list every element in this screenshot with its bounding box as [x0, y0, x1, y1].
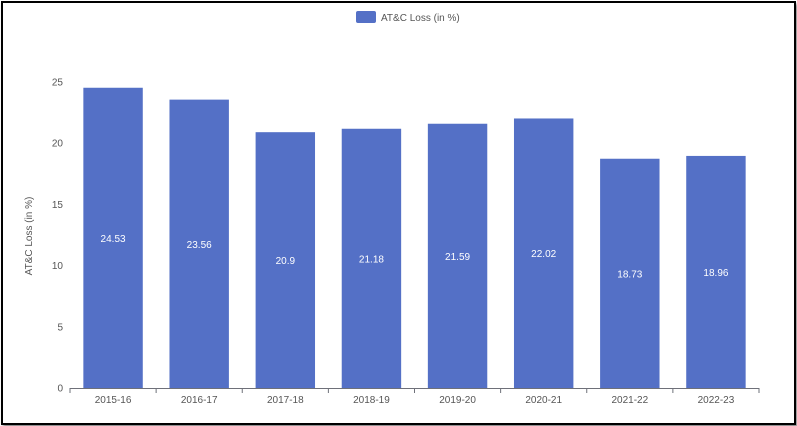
x-tick-label: 2019-20 [439, 395, 476, 406]
y-tick-label: 25 [52, 78, 64, 89]
x-tick-label: 2017-18 [267, 395, 304, 406]
legend-label: AT&C Loss (in %) [381, 13, 460, 24]
bar[interactable] [600, 158, 660, 388]
bar[interactable] [255, 132, 316, 388]
bar-value-label: 21.59 [445, 252, 470, 263]
bar[interactable] [83, 87, 143, 388]
legend-swatch [356, 11, 376, 23]
bar[interactable] [169, 99, 229, 388]
bar[interactable] [427, 123, 488, 388]
x-tick-label: 2016-17 [181, 395, 218, 406]
bar-value-label: 22.02 [531, 249, 556, 260]
bar-series: 24.53 23.56 20.9 21.18 21.59 22.02 18.73 18.96 [83, 87, 746, 389]
bar-value-label: 23.56 [187, 240, 212, 251]
x-tick-label: 2022-23 [698, 395, 735, 406]
y-tick-label: 0 [57, 384, 63, 395]
x-tick-label: 2021-22 [611, 395, 648, 406]
bar[interactable] [686, 155, 746, 388]
y-tick-label: 15 [52, 200, 64, 211]
x-axis: 2015-16 2016-17 2017-18 2018-19 2019-20 2020-… [69, 388, 760, 406]
legend[interactable]: AT&C Loss (in %) [356, 11, 460, 24]
bar-value-label: 20.9 [276, 256, 296, 267]
bar[interactable] [513, 118, 574, 389]
bar-value-label: 21.18 [359, 254, 384, 265]
bar-value-label: 18.96 [703, 268, 728, 279]
x-tick-label: 2018-19 [353, 395, 390, 406]
x-tick-label: 2020-21 [525, 395, 562, 406]
y-tick-label: 5 [57, 322, 63, 333]
y-tick-label: 20 [52, 139, 64, 150]
bar-value-label: 24.53 [101, 234, 126, 245]
bar-value-label: 18.73 [617, 269, 642, 280]
x-tick-label: 2015-16 [95, 395, 132, 406]
y-axis-title: AT&C Loss (in %) [24, 197, 35, 276]
bar[interactable] [341, 128, 402, 388]
y-tick-label: 10 [52, 261, 64, 272]
y-axis-ticks: 0 5 10 15 20 25 [52, 78, 64, 395]
